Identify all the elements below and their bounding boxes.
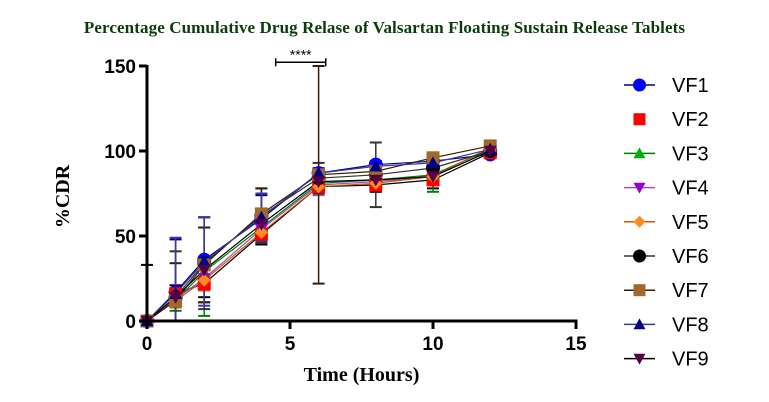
axes-layer — [145, 65, 578, 323]
legend-label: VF2 — [672, 109, 709, 131]
legend-label: VF7 — [672, 280, 709, 302]
legend-label: VF3 — [672, 143, 709, 165]
y-axis-title: %CDR — [52, 164, 74, 228]
legend-label: VF8 — [672, 314, 709, 336]
y-tick-label: 100 — [104, 142, 136, 163]
significance-bracket: **** — [274, 46, 327, 67]
y-tick-label: 50 — [115, 227, 136, 248]
annotation-layer: **** — [274, 46, 327, 67]
legend-label: VF4 — [672, 178, 709, 200]
data-point — [169, 292, 183, 304]
legend-marker-icon — [633, 147, 646, 159]
data-point — [369, 174, 383, 187]
legend-marker-icon — [633, 215, 646, 228]
x-axis-title: Time (Hours) — [304, 364, 420, 386]
y-tick-label: 0 — [125, 312, 136, 333]
legend-marker-icon — [633, 182, 646, 194]
legend-item-vf9: VF9 — [624, 349, 709, 371]
x-tick-label: 10 — [422, 334, 443, 355]
markers-vf9 — [140, 145, 497, 328]
y-tick-label: 150 — [104, 57, 136, 78]
data-point — [197, 273, 211, 287]
legend: VF1 VF2 VF3 VF4 VF5 VF6 VF7 VF8 VF9 — [624, 75, 709, 371]
legend-item-vf5: VF5 — [624, 212, 709, 234]
legend-label: VF1 — [672, 75, 709, 97]
series-layer — [140, 65, 498, 328]
legend-marker-icon — [633, 318, 646, 330]
legend-item-vf7: VF7 — [624, 280, 709, 302]
data-point — [254, 226, 268, 240]
data-point — [426, 156, 440, 169]
legend-label: VF6 — [672, 246, 709, 268]
legend-item-vf2: VF2 — [633, 109, 709, 131]
chart-title: Percentage Cumulative Drug Relase of Val… — [83, 18, 686, 37]
legend-label: VF5 — [672, 212, 709, 234]
legend-marker-icon — [633, 113, 646, 126]
x-tick-label: 15 — [565, 334, 587, 355]
data-point — [312, 176, 326, 189]
legend-marker-icon — [633, 249, 646, 263]
data-point — [483, 145, 497, 158]
data-point — [197, 264, 211, 277]
data-point — [197, 255, 211, 267]
legend-item-vf8: VF8 — [624, 314, 709, 336]
series-line — [146, 153, 491, 322]
legend-item-vf6: VF6 — [624, 246, 709, 268]
legend-item-vf1: VF1 — [624, 75, 709, 97]
significance-label: **** — [290, 46, 312, 62]
x-tick-label: 5 — [285, 334, 296, 355]
legend-item-vf4: VF4 — [624, 178, 709, 200]
legend-label: VF9 — [672, 349, 709, 371]
ticks-layer: 0 50 100 150 0 5 10 15 — [104, 57, 587, 355]
legend-marker-icon — [633, 78, 646, 92]
x-tick-label: 0 — [142, 334, 153, 355]
legend-marker-icon — [633, 284, 646, 297]
legend-item-vf3: VF3 — [624, 143, 709, 165]
data-point — [254, 218, 268, 231]
error-bar — [169, 236, 182, 322]
legend-marker-icon — [633, 353, 646, 365]
data-point — [312, 166, 326, 179]
data-point — [369, 159, 383, 172]
data-point — [426, 171, 440, 183]
